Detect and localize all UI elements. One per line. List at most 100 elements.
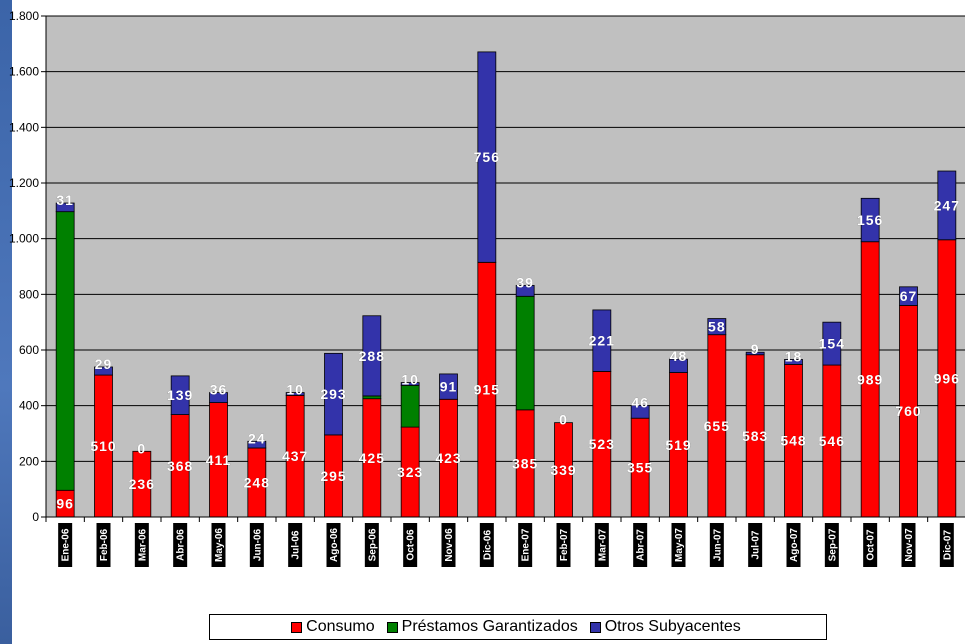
x-tick-label: Sep-07 (827, 528, 838, 561)
legend-swatch-prestamos (386, 621, 398, 633)
data-label: 39 (516, 274, 534, 290)
x-tick-label: Nov-07 (904, 528, 915, 562)
legend-item-consumo: Consumo (291, 618, 375, 636)
x-tick-label-box (479, 523, 494, 567)
x-tick-label: Ene-06 (61, 528, 72, 561)
data-label: 437 (282, 448, 308, 464)
x-tick-label-box (671, 523, 686, 567)
data-label: 368 (167, 458, 193, 474)
data-label: 9 (751, 341, 760, 357)
data-label: 546 (819, 433, 845, 449)
data-label: 236 (129, 476, 155, 492)
x-tick-label: Dic-07 (942, 530, 953, 560)
data-label: 583 (742, 428, 768, 444)
legend: Consumo Préstamos Garantizados Otros Sub… (209, 614, 827, 640)
data-label: 24 (248, 430, 266, 446)
data-label: 295 (320, 468, 346, 484)
data-label: 154 (819, 336, 845, 352)
x-tick-label-box (403, 523, 418, 567)
bar-Feb-06-2 (94, 366, 113, 376)
bar-Nov-07-2 (899, 286, 918, 306)
legend-label-prestamos: Préstamos Garantizados (401, 618, 578, 635)
y-tick-label: 600 (19, 343, 39, 357)
x-tick-label: Oct-06 (406, 529, 417, 561)
bar-Oct-06-2 (400, 382, 420, 386)
data-label: 323 (397, 464, 423, 480)
x-tick-label: Mar-07 (597, 528, 608, 561)
x-tick-label-box (901, 523, 916, 567)
x-tick-label-box (58, 523, 73, 567)
y-tick-label: 400 (19, 399, 39, 413)
x-tick-label-box (633, 523, 648, 567)
data-label: 156 (857, 212, 883, 228)
y-tick-label: 1.000 (9, 232, 39, 246)
data-label: 655 (704, 418, 730, 434)
bar-Dic-07-2 (937, 170, 957, 241)
x-tick-label-box (786, 523, 801, 567)
x-tick-label: Abr-06 (176, 529, 187, 561)
data-label: 0 (137, 440, 146, 456)
x-tick-label-box (709, 523, 724, 567)
data-label: 355 (627, 460, 653, 476)
y-tick-label: 1.200 (9, 176, 39, 190)
x-tick-label-box (939, 523, 954, 567)
data-label: 523 (589, 436, 615, 452)
legend-swatch-otros (589, 621, 601, 633)
legend-swatch-consumo (291, 621, 303, 633)
x-tick-label-box (326, 523, 341, 567)
bar-Jul-06-2 (285, 392, 305, 396)
data-label: 248 (244, 474, 270, 490)
bar-Jun-07-2 (707, 318, 727, 336)
bar-Ago-07-2 (784, 359, 803, 365)
x-axis: Ene-06 Feb-06 Mar-06 Abr-06 May-06 Jun-06 Jul-… (45, 517, 954, 567)
x-tick-label-box (824, 523, 839, 567)
data-label: 293 (320, 386, 346, 402)
x-tick-label-box (96, 523, 111, 567)
x-tick-label: May-06 (214, 528, 225, 562)
bar-Nov-06-2 (439, 373, 458, 400)
bar-Dic-06-2 (477, 51, 497, 263)
data-label: 288 (359, 348, 385, 364)
bar-Ene-07-1 (515, 295, 535, 411)
x-tick-label: Ago-06 (329, 528, 340, 562)
sidebar-strip (0, 0, 12, 644)
y-tick-label: 1.800 (9, 9, 39, 23)
x-tick-label-box (134, 523, 149, 567)
data-label: 519 (665, 437, 691, 453)
data-label: 339 (550, 462, 576, 478)
x-tick-label: Jul-07 (751, 530, 762, 559)
x-tick-label: May-07 (674, 528, 685, 562)
bar-Ago-06-2 (324, 352, 343, 436)
data-label: 989 (857, 371, 883, 387)
x-tick-label-box (594, 523, 609, 567)
data-label: 915 (474, 382, 500, 398)
bar-Abr-07-2 (630, 404, 650, 419)
data-label: 425 (359, 450, 385, 466)
bar-Sep-06-2 (362, 315, 382, 397)
x-tick-label: Ago-07 (789, 528, 800, 562)
gridlines (46, 15, 965, 462)
bars (55, 51, 957, 518)
data-label: 0 (559, 412, 568, 428)
x-tick-label-box (518, 523, 533, 567)
x-tick-label-box (556, 523, 571, 567)
data-label: 67 (900, 288, 918, 304)
data-label: 96 (56, 496, 74, 512)
data-label: 423 (435, 450, 461, 466)
data-label: 411 (206, 452, 232, 468)
data-label: 385 (512, 455, 538, 471)
x-tick-label-box (211, 523, 226, 567)
x-tick-label: Jul-06 (291, 530, 302, 559)
data-label: 48 (670, 348, 688, 364)
x-tick-label-box (249, 523, 264, 567)
y-tick-label: 1.600 (9, 65, 39, 79)
x-tick-label-box (288, 523, 303, 567)
bar-Ene-06-2 (55, 202, 75, 213)
x-tick-label: Ene-07 (521, 528, 532, 561)
data-label: 548 (780, 433, 806, 449)
legend-item-otros: Otros Subyacentes (589, 618, 741, 636)
x-tick-label-box (364, 523, 379, 567)
x-tick-label: Mar-06 (137, 528, 148, 561)
x-tick-label-box (748, 523, 763, 567)
